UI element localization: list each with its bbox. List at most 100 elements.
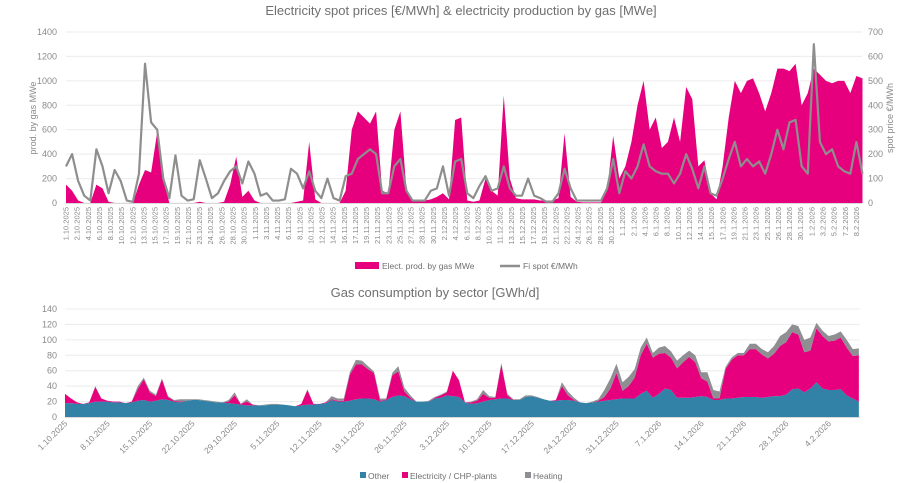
legend-label-electricity: Electricity / CHP-plants	[410, 471, 497, 481]
top-x-tick-label: 25.11.2025	[396, 207, 405, 244]
top-x-tick-label: 4.1.2026	[640, 207, 649, 236]
top-x-tick-label: 13.12.2025	[507, 207, 516, 245]
top-left-tick-label: 200	[42, 174, 57, 184]
top-x-tick-label: 3.2.2026	[819, 207, 828, 236]
legend-label-gas: Elect. prod. by gas MWe	[382, 261, 475, 271]
bottom-x-tick-label: 3.12.2025	[417, 418, 451, 452]
top-x-tick-label: 24.12.2025	[574, 207, 583, 245]
top-x-tick-label: 19.12.2025	[540, 207, 549, 245]
bottom-x-tick-label: 7.1.2026	[633, 418, 664, 449]
top-x-tick-label: 21.1.2026	[741, 207, 750, 240]
top-x-tick-label: 15.12.2025	[518, 207, 527, 245]
top-x-tick-label: 17.12.2025	[529, 207, 538, 245]
top-x-tick-label: 22.12.2025	[563, 207, 572, 245]
bottom-y-ticks: 0 20 40 60 80 100 120 140	[42, 304, 57, 422]
top-x-tick-label: 17.1.2026	[718, 207, 727, 240]
top-left-tick-label: 0	[52, 198, 57, 208]
top-right-tick-label: 300	[868, 125, 883, 135]
top-x-tick-label: 6.1.2026	[652, 207, 661, 236]
top-x-tick-label: 12.1.2026	[685, 207, 694, 240]
top-legend: Elect. prod. by gas MWe Fi spot €/MWh	[355, 261, 578, 271]
top-x-tick-label: 28.12.2025	[596, 207, 605, 245]
bottom-tick-label: 120	[42, 319, 57, 329]
top-x-tick-label: 6.11.2025	[284, 207, 293, 240]
top-x-tick-label: 27.11.2025	[407, 207, 416, 244]
top-x-tick-label: 8.10.2025	[106, 207, 115, 240]
other-area	[65, 382, 859, 417]
bottom-x-tick-label: 8.10.2025	[78, 418, 112, 452]
top-x-tick-label: 23.11.2025	[384, 207, 393, 244]
bottom-legend: Other Electricity / CHP-plants Heating	[360, 471, 563, 481]
top-x-tick-label: 30.12.2025	[607, 207, 616, 245]
bottom-tick-label: 100	[42, 335, 57, 345]
top-x-tick-label: 30.11.2025	[429, 207, 438, 244]
legend-swatch-heating	[525, 472, 531, 478]
top-x-tick-label: 16.11.2025	[340, 207, 349, 244]
top-x-tick-label: 10.12.2025	[485, 207, 494, 245]
top-x-tick-label: 19.11.2025	[362, 207, 371, 244]
top-x-tick-label: 11.12.2025	[496, 207, 505, 244]
top-x-tick-label: 12.10.2025	[128, 207, 137, 245]
top-x-tick-label: 15.1.2026	[707, 207, 716, 240]
top-left-tick-label: 1200	[37, 51, 57, 61]
spot-price-line	[65, 43, 864, 203]
top-x-tick-label: 4.10.2025	[84, 207, 93, 240]
top-x-tick-label: 28.10.2025	[229, 207, 238, 245]
top-x-tick-label: 1.1.2026	[618, 207, 627, 236]
bottom-x-tick-label: 26.11.2025	[372, 418, 409, 455]
top-x-tick-label: 30.1.2026	[796, 207, 805, 240]
top-x-tick-label: 30.10.2025	[240, 207, 249, 245]
top-right-tick-label: 600	[868, 51, 883, 61]
top-left-tick-label: 400	[42, 149, 57, 159]
top-right-tick-label: 400	[868, 100, 883, 110]
bottom-x-tick-label: 17.12.2025	[499, 418, 536, 455]
top-right-tick-label: 100	[868, 174, 883, 184]
top-right-tick-label: 0	[868, 198, 873, 208]
bottom-x-tick-label: 5.11.2025	[248, 418, 282, 452]
top-x-tick-label: 28.1.2026	[785, 207, 794, 240]
top-right-tick-label: 700	[868, 27, 883, 37]
top-x-tick-label: 3.11.2025	[262, 207, 271, 240]
bottom-x-tick-label: 12.11.2025	[287, 418, 324, 455]
top-x-tick-label: 10.11.2025	[306, 207, 315, 244]
bottom-x-tick-label: 22.10.2025	[160, 418, 197, 455]
top-gridlines	[66, 31, 862, 204]
bottom-x-tick-label: 1.10.2025	[36, 418, 70, 452]
top-x-tick-label: 8.1.2026	[663, 207, 672, 236]
bottom-x-tick-label: 28.1.2026	[757, 418, 791, 452]
bottom-plot	[64, 322, 860, 418]
top-x-tick-label: 21.12.2025	[551, 207, 560, 245]
bottom-tick-label: 80	[47, 350, 57, 360]
top-x-tick-label: 14.1.2026	[696, 207, 705, 240]
top-x-tick-label: 2.10.2025	[73, 207, 82, 240]
top-x-tick-label: 8.11.2025	[295, 207, 304, 240]
top-x-tick-label: 17.11.2025	[351, 207, 360, 244]
bottom-x-tick-label: 24.12.2025	[541, 418, 578, 455]
top-x-tick-label: 19.10.2025	[173, 207, 182, 245]
top-x-tick-label: 8.2.2026	[852, 207, 861, 236]
top-x-tick-label: 17.10.2025	[162, 207, 171, 245]
electricity-area	[65, 328, 859, 407]
top-right-axis-label: spot price €/MWh	[885, 83, 895, 153]
top-right-tick-label: 200	[868, 149, 883, 159]
bottom-x-axis-labels: 1.10.2025 8.10.2025 15.10.2025 22.10.2025 29…	[36, 418, 834, 455]
bottom-x-tick-label: 19.11.2025	[330, 418, 367, 455]
gas-production-area	[66, 63, 863, 203]
top-x-tick-label: 14.11.2025	[329, 207, 338, 244]
top-right-tick-label: 500	[868, 76, 883, 86]
top-plot	[65, 43, 864, 204]
bottom-chart-title: Gas consumption by sector [GWh/d]	[331, 285, 540, 300]
top-y-ticks: 0 200 400 600 800 1000 1200 1400 0 100 200 300 400 50…	[37, 27, 883, 208]
top-x-tick-label: 4.11.2025	[273, 207, 282, 240]
top-x-tick-label: 21.10.2025	[184, 207, 193, 245]
top-x-tick-label: 26.1.2026	[774, 207, 783, 240]
legend-label-spot: Fi spot €/MWh	[523, 261, 578, 271]
bottom-tick-label: 20	[47, 397, 57, 407]
bottom-x-tick-label: 29.10.2025	[202, 418, 239, 455]
top-x-tick-label: 6.12.2025	[462, 207, 471, 240]
top-x-tick-label: 26.12.2025	[585, 207, 594, 245]
legend-swatch-gas	[355, 262, 379, 269]
top-x-tick-label: 19.1.2026	[729, 207, 738, 240]
top-x-tick-label: 24.10.2025	[206, 207, 215, 245]
